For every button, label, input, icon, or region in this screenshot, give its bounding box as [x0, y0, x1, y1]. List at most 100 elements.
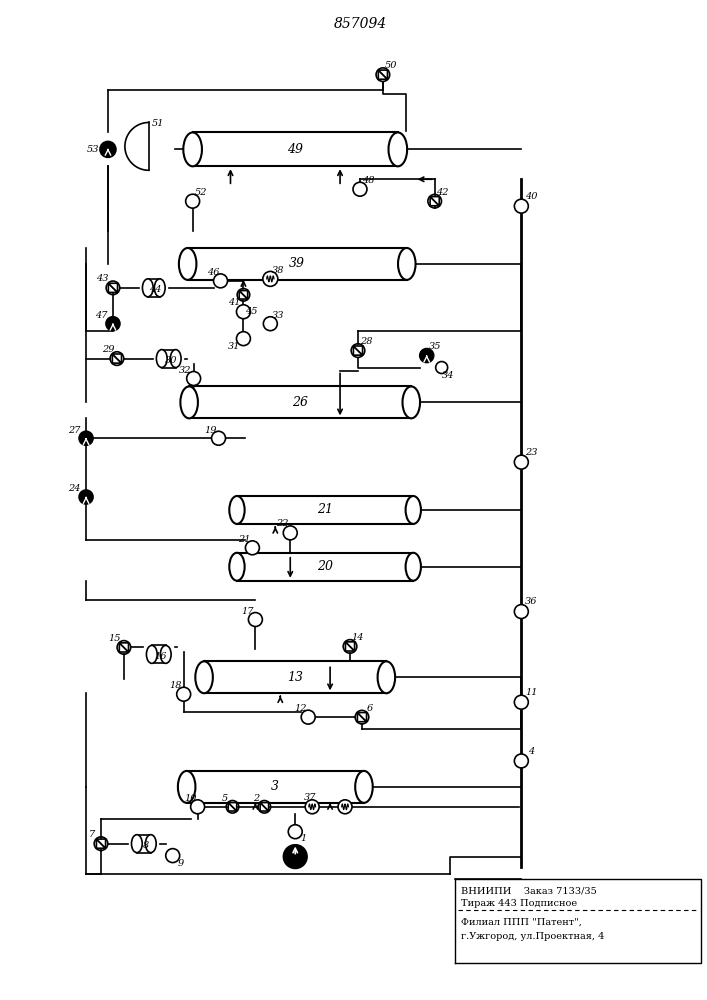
- Text: 43: 43: [95, 274, 108, 283]
- Circle shape: [515, 199, 528, 213]
- Text: 36: 36: [525, 597, 537, 606]
- Text: 31: 31: [228, 342, 240, 351]
- Circle shape: [165, 849, 180, 863]
- Text: 14: 14: [351, 633, 364, 642]
- Text: Филиал ППП "Патент",: Филиал ППП "Патент",: [460, 918, 581, 927]
- Text: 8: 8: [143, 841, 149, 850]
- Circle shape: [263, 271, 278, 286]
- Ellipse shape: [406, 553, 421, 581]
- FancyBboxPatch shape: [148, 279, 160, 297]
- FancyBboxPatch shape: [237, 553, 414, 581]
- FancyBboxPatch shape: [204, 661, 386, 693]
- Text: 47: 47: [95, 311, 107, 320]
- Text: 29: 29: [102, 345, 115, 354]
- Text: 16: 16: [155, 652, 167, 661]
- Ellipse shape: [180, 386, 198, 418]
- Polygon shape: [378, 70, 387, 79]
- Text: 39: 39: [289, 257, 305, 270]
- FancyBboxPatch shape: [162, 350, 176, 368]
- Circle shape: [214, 274, 228, 288]
- Text: Тираж 443 Подписное: Тираж 443 Подписное: [460, 899, 577, 908]
- Polygon shape: [112, 354, 122, 363]
- Circle shape: [236, 332, 250, 346]
- Polygon shape: [96, 839, 105, 848]
- Ellipse shape: [142, 279, 153, 297]
- Ellipse shape: [229, 496, 245, 524]
- Text: 46: 46: [207, 268, 220, 277]
- Text: 12: 12: [294, 704, 306, 713]
- FancyBboxPatch shape: [192, 132, 398, 166]
- Ellipse shape: [179, 248, 197, 280]
- Polygon shape: [96, 839, 105, 848]
- FancyBboxPatch shape: [152, 645, 165, 663]
- Circle shape: [515, 754, 528, 768]
- Ellipse shape: [195, 661, 213, 693]
- Text: 48: 48: [362, 176, 374, 185]
- Text: 7: 7: [89, 830, 95, 839]
- Text: 53: 53: [87, 145, 99, 154]
- Ellipse shape: [229, 553, 245, 581]
- Circle shape: [106, 317, 120, 331]
- Circle shape: [515, 605, 528, 619]
- Polygon shape: [108, 283, 117, 292]
- Text: ВНИИПИ    Заказ 7133/35: ВНИИПИ Заказ 7133/35: [460, 887, 596, 896]
- Text: 33: 33: [272, 311, 284, 320]
- Ellipse shape: [406, 496, 421, 524]
- Text: 30: 30: [165, 356, 177, 365]
- FancyBboxPatch shape: [187, 248, 407, 280]
- Circle shape: [338, 800, 352, 814]
- Ellipse shape: [154, 279, 165, 297]
- Polygon shape: [260, 803, 269, 811]
- Ellipse shape: [156, 350, 167, 368]
- Ellipse shape: [132, 835, 142, 853]
- Text: 1: 1: [300, 834, 306, 843]
- Ellipse shape: [146, 645, 157, 663]
- Text: 6: 6: [367, 704, 373, 713]
- Polygon shape: [119, 643, 129, 652]
- Circle shape: [79, 490, 93, 504]
- FancyBboxPatch shape: [189, 386, 411, 418]
- Ellipse shape: [178, 771, 195, 803]
- Polygon shape: [228, 803, 237, 811]
- Text: 42: 42: [436, 188, 449, 197]
- Ellipse shape: [146, 835, 156, 853]
- Text: 41: 41: [228, 298, 240, 307]
- Text: 51: 51: [151, 119, 164, 128]
- Text: 13: 13: [287, 671, 303, 684]
- Ellipse shape: [355, 771, 373, 803]
- Circle shape: [211, 431, 226, 445]
- Circle shape: [187, 372, 201, 385]
- Circle shape: [301, 710, 315, 724]
- Text: 38: 38: [272, 266, 284, 275]
- Polygon shape: [108, 283, 117, 292]
- Polygon shape: [378, 70, 387, 79]
- Text: 40: 40: [525, 192, 537, 201]
- Circle shape: [515, 695, 528, 709]
- Text: 23: 23: [525, 448, 537, 457]
- Circle shape: [248, 613, 262, 627]
- Polygon shape: [354, 346, 363, 355]
- Circle shape: [288, 825, 302, 839]
- Polygon shape: [354, 346, 363, 355]
- Text: 20: 20: [317, 560, 333, 573]
- Circle shape: [236, 305, 250, 319]
- Text: 18: 18: [170, 681, 182, 690]
- Circle shape: [100, 141, 116, 157]
- Text: 45: 45: [245, 307, 257, 316]
- Circle shape: [177, 687, 191, 701]
- Text: 32: 32: [178, 366, 191, 375]
- Circle shape: [420, 349, 433, 363]
- Circle shape: [245, 541, 259, 555]
- Text: 19: 19: [204, 426, 217, 435]
- Text: 24: 24: [68, 484, 81, 493]
- Polygon shape: [357, 713, 366, 722]
- Text: 5: 5: [221, 794, 228, 803]
- Polygon shape: [228, 803, 237, 811]
- Text: г.Ужгород, ул.Проектная, 4: г.Ужгород, ул.Проектная, 4: [460, 932, 604, 941]
- Text: 21: 21: [317, 503, 333, 516]
- Text: 11: 11: [525, 688, 537, 697]
- Text: 22: 22: [276, 519, 288, 528]
- Circle shape: [263, 317, 277, 331]
- Polygon shape: [239, 291, 247, 299]
- Text: 3: 3: [271, 780, 279, 793]
